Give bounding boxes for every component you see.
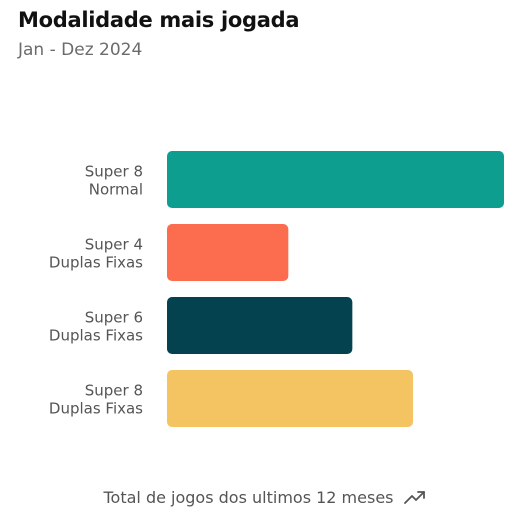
bar-4[interactable] xyxy=(167,370,414,427)
bar-2[interactable] xyxy=(167,224,289,281)
bar-3[interactable] xyxy=(167,297,353,354)
chart-subtitle: Jan - Dez 2024 xyxy=(18,40,143,60)
category-label-1: Super 8 Normal xyxy=(85,163,143,199)
trending-up-icon xyxy=(403,490,425,504)
chart-title: Modalidade mais jogada xyxy=(18,8,300,32)
footer-caption: Total de jogos dos ultimos 12 meses xyxy=(103,488,394,507)
category-label-4: Super 8 Duplas Fixas xyxy=(49,382,143,418)
chart-footer: Total de jogos dos ultimos 12 meses xyxy=(0,488,529,507)
category-label-2: Super 4 Duplas Fixas xyxy=(49,236,143,272)
category-label-3: Super 6 Duplas Fixas xyxy=(49,309,143,345)
bar-1[interactable] xyxy=(167,151,504,208)
